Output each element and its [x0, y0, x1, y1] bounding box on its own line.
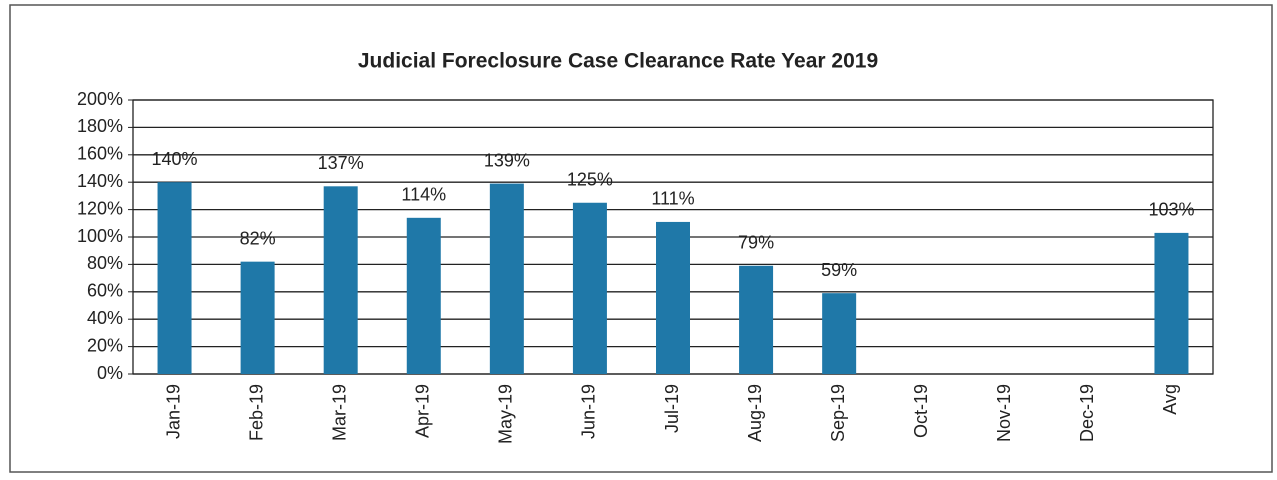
x-tick-label: Dec-19 [1077, 384, 1097, 442]
data-label: 140% [152, 149, 198, 169]
y-tick-label: 60% [87, 281, 123, 301]
x-tick-label: Aug-19 [745, 384, 765, 442]
bar [323, 186, 358, 374]
y-tick-label: 20% [87, 335, 123, 355]
x-tick-label: Oct-19 [911, 384, 931, 438]
chart-title: Judicial Foreclosure Case Clearance Rate… [358, 50, 878, 73]
y-tick-label: 140% [77, 171, 123, 191]
bar [240, 261, 275, 374]
data-label: 82% [240, 228, 276, 248]
data-label: 139% [484, 150, 530, 170]
y-tick-label: 120% [77, 198, 123, 218]
bar [656, 221, 690, 374]
y-tick-label: 40% [87, 308, 123, 328]
x-tick-label: Avg [1160, 384, 1180, 415]
x-tick-label: Nov-19 [994, 384, 1014, 442]
y-tick-label: 160% [77, 144, 123, 164]
data-label: 125% [567, 170, 613, 190]
bar [1154, 232, 1189, 374]
x-tick-label: Apr-19 [413, 384, 433, 438]
data-label: 103% [1148, 200, 1194, 220]
data-label: 79% [738, 233, 774, 253]
bar [739, 265, 774, 374]
bar [572, 202, 607, 374]
y-tick-label: 180% [77, 116, 123, 136]
y-tick-label: 0% [97, 363, 123, 383]
x-tick-label: Mar-19 [329, 384, 349, 441]
data-label: 114% [401, 185, 446, 205]
x-tick-label: May-19 [496, 384, 516, 444]
x-tick-label: Jun-19 [579, 384, 599, 439]
bar [406, 217, 441, 374]
y-tick-label: 200% [77, 89, 123, 109]
data-label: 137% [318, 153, 364, 173]
y-tick-label: 100% [77, 226, 123, 246]
data-label: 111% [651, 189, 694, 209]
bar [822, 293, 857, 374]
data-label: 59% [821, 260, 857, 280]
chart-border [9, 4, 1273, 473]
x-tick-label: Jul-19 [662, 384, 682, 433]
bar [489, 183, 524, 374]
x-tick-label: Feb-19 [246, 384, 266, 441]
x-tick-label: Jan-19 [163, 384, 183, 439]
x-tick-label: Sep-19 [828, 384, 848, 442]
y-tick-label: 80% [87, 253, 123, 273]
bar [157, 182, 192, 374]
